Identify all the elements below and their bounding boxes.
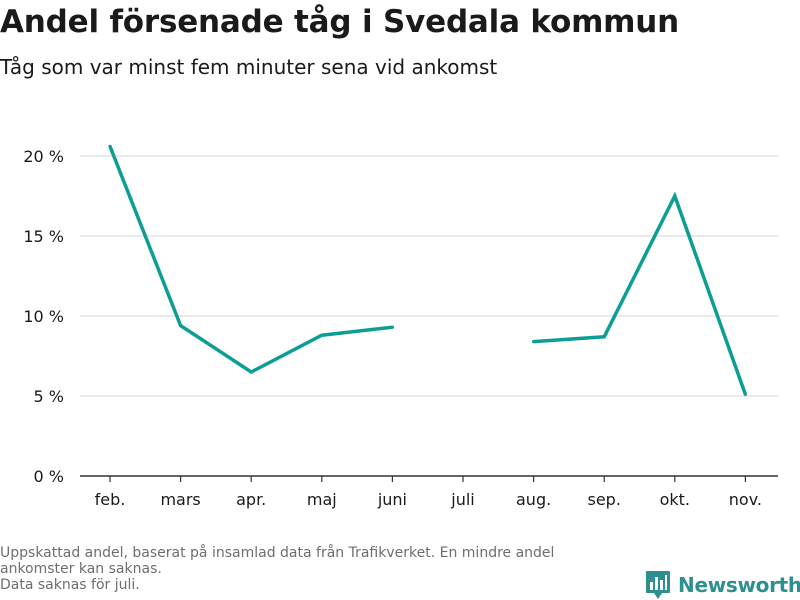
bar-chart-logo-icon <box>646 571 670 599</box>
brand-name: Newsworthy <box>678 573 800 597</box>
y-tick-label: 5 % <box>34 387 64 406</box>
data-points <box>108 144 748 396</box>
line-chart: 0 % 5 % 10 % 15 % 20 % feb. mars apr. maj juni ju… <box>23 144 778 509</box>
y-tick-label: 0 % <box>34 467 64 486</box>
series-line-segment <box>108 145 393 375</box>
y-tick-label: 20 % <box>23 147 64 166</box>
x-tick-label: feb. <box>95 490 126 509</box>
footnote-missing-data: Data saknas för juli. <box>0 577 140 593</box>
gridlines <box>80 155 778 397</box>
data-point <box>320 333 324 337</box>
x-tick-label: mars <box>160 490 200 509</box>
x-tick-label: okt. <box>660 490 690 509</box>
data-point <box>743 392 748 396</box>
data-point <box>532 340 536 344</box>
data-point <box>249 370 253 374</box>
data-point <box>673 194 677 198</box>
data-point <box>602 335 606 339</box>
x-tick-label: nov. <box>729 490 762 509</box>
x-tick-label: juni <box>377 490 407 509</box>
data-point <box>390 325 394 329</box>
brand-logo: Newsworthy <box>645 570 800 600</box>
y-tick-label: 10 % <box>23 307 64 326</box>
y-axis-tick-labels: 0 % 5 % 10 % 15 % 20 % <box>23 147 64 486</box>
chart-title: Andel försenade tåg i Svedala kommun <box>0 4 680 40</box>
x-tick-label: apr. <box>236 490 266 509</box>
series-line-segment <box>533 191 748 395</box>
data-point <box>108 144 112 148</box>
series-lines <box>108 145 748 395</box>
x-axis-ticks: feb. mars apr. maj juni juli aug. sep. okt. nov. <box>95 476 762 509</box>
y-tick-label: 15 % <box>23 227 64 246</box>
x-tick-label: sep. <box>587 490 620 509</box>
footnote-source: Uppskattad andel, baserat på insamlad da… <box>0 545 555 577</box>
data-point <box>179 324 183 328</box>
x-tick-label: juli <box>450 490 474 509</box>
x-tick-label: maj <box>307 490 337 509</box>
x-tick-label: aug. <box>516 490 551 509</box>
chart-subtitle: Tåg som var minst fem minuter sena vid a… <box>0 55 498 79</box>
footnotes: Uppskattad andel, baserat på insamlad da… <box>0 545 630 593</box>
